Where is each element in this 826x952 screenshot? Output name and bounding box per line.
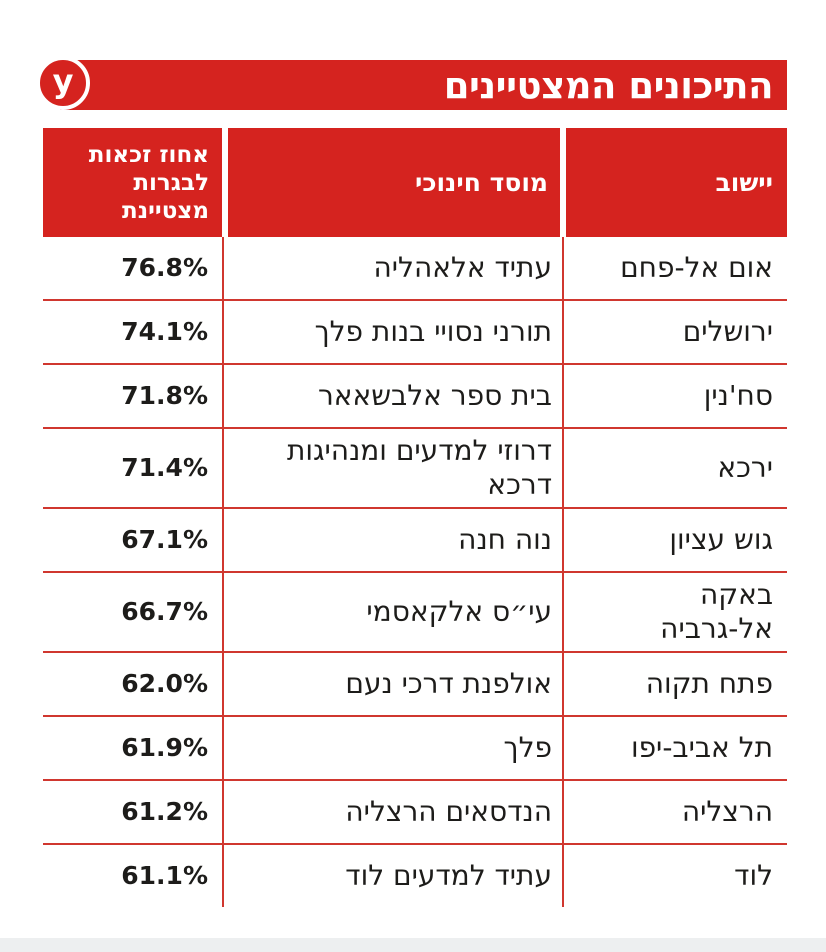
percent-cell: 61.9% [121,733,208,762]
percent-cell: 71.8% [121,381,208,410]
city-cell: תל אביב-יפו [630,731,773,764]
city-cell: הרצליה [681,795,773,828]
school-cell: הנדסאים הרצליה [345,795,552,828]
school-cell: נוה חנה [458,523,552,556]
title-bar: התיכונים המצטיינים [60,60,787,110]
school-cell: עתיד למדעים לוד [345,859,552,892]
table-row: אום אל-פחם עתיד אלאהליה 76.8% [43,237,787,301]
percent-cell: 74.1% [121,317,208,346]
percent-cell: 71.4% [121,453,208,482]
percent-cell: 66.7% [121,597,208,626]
table-row: ירושלים תורני נסויי בנות פלך 74.1% [43,301,787,365]
school-cell: עי״ס אלקאסמי [366,595,552,628]
table-row: לוד עתיד למדעים לוד 61.1% [43,845,787,907]
school-cell: אולפנת דרכי נעם [345,667,552,700]
table-row: הרצליה הנדסאים הרצליה 61.2% [43,781,787,845]
school-cell: עתיד אלאהליה [373,251,553,284]
table-header-row: יישוב מוסד חינוכי אחוז זכאות לבגרות מצטי… [43,128,787,237]
school-cell: פלך [503,731,552,764]
header-cell-city: יישוב [566,128,787,237]
column-divider-city-school [562,237,564,907]
table-row: סח'נין בית ספר אלבשאאר 71.8% [43,365,787,429]
table-row: ירכא דרוזי למדעים ומנהיגות דרכא 71.4% [43,429,787,509]
percent-cell: 61.2% [121,797,208,826]
city-cell: ירכא [717,451,773,484]
ynet-logo-icon: y [36,56,90,110]
header-cell-percent: אחוז זכאות לבגרות מצטיינת [43,128,222,237]
percent-cell: 61.1% [121,861,208,890]
header-cell-school: מוסד חינוכי [228,128,560,237]
percent-cell: 76.8% [121,253,208,282]
school-cell: דרוזי למדעים ומנהיגות דרכא [286,434,552,501]
table-row: תל אביב-יפו פלך 61.9% [43,717,787,781]
bottom-edge-strip [0,938,826,952]
city-cell: אום אל-פחם [620,251,773,284]
table-row: פתח תקוה אולפנת דרכי נעם 62.0% [43,653,787,717]
table-row: באקה אל-גרביה עי״ס אלקאסמי 66.7% [43,573,787,653]
city-cell: פתח תקוה [645,667,773,700]
school-cell: בית ספר אלבשאאר [317,379,552,412]
page-title: התיכונים המצטיינים [443,63,774,107]
rankings-table: יישוב מוסד חינוכי אחוז זכאות לבגרות מצטי… [43,128,787,907]
city-cell: גוש עציון [669,523,773,556]
table-row: גוש עציון נוה חנה 67.1% [43,509,787,573]
ynet-logo-letter: y [52,62,74,100]
percent-cell: 62.0% [121,669,208,698]
column-divider-school-percent [222,237,224,907]
city-cell: לוד [734,859,773,892]
city-cell: באקה אל-גרביה [660,578,773,645]
table-body: אום אל-פחם עתיד אלאהליה 76.8% ירושלים תו… [43,237,787,907]
school-cell: תורני נסויי בנות פלך [314,315,552,348]
city-cell: ירושלים [682,315,773,348]
city-cell: סח'נין [703,379,773,412]
percent-cell: 67.1% [121,525,208,554]
